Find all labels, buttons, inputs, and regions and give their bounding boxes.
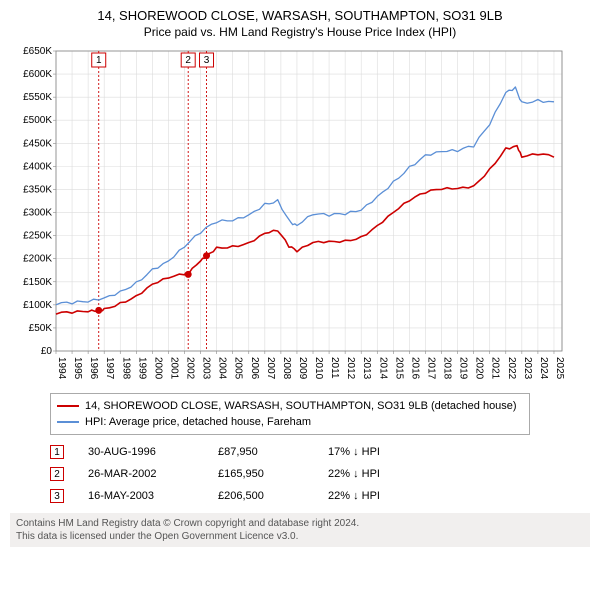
svg-text:1995: 1995 bbox=[72, 357, 83, 380]
svg-text:2020: 2020 bbox=[474, 357, 485, 380]
svg-text:2000: 2000 bbox=[152, 357, 163, 380]
transaction-row: 1 30-AUG-1996 £87,950 17% ↓ HPI bbox=[50, 441, 590, 463]
svg-text:2024: 2024 bbox=[538, 357, 549, 380]
svg-text:£300K: £300K bbox=[23, 208, 52, 219]
svg-text:1997: 1997 bbox=[104, 357, 115, 380]
svg-text:2017: 2017 bbox=[425, 357, 436, 380]
svg-text:2021: 2021 bbox=[490, 357, 501, 380]
footer-line: This data is licensed under the Open Gov… bbox=[16, 530, 584, 543]
svg-text:£350K: £350K bbox=[23, 184, 52, 195]
svg-text:2010: 2010 bbox=[313, 357, 324, 380]
svg-text:2014: 2014 bbox=[377, 357, 388, 380]
svg-text:2004: 2004 bbox=[217, 357, 228, 380]
transaction-price: £206,500 bbox=[218, 490, 328, 502]
line-chart-svg: £0 £50K £100K £150K £200K £250K £300K £350K £400… bbox=[10, 45, 570, 385]
svg-text:£400K: £400K bbox=[23, 161, 52, 172]
svg-text:£550K: £550K bbox=[23, 92, 52, 103]
transaction-marker: 3 bbox=[50, 489, 64, 503]
transaction-row: 2 26-MAR-2002 £165,950 22% ↓ HPI bbox=[50, 463, 590, 485]
legend-label: 14, SHOREWOOD CLOSE, WARSASH, SOUTHAMPTO… bbox=[85, 400, 517, 412]
transaction-list: 1 30-AUG-1996 £87,950 17% ↓ HPI 2 26-MAR… bbox=[50, 441, 590, 507]
svg-text:£200K: £200K bbox=[23, 254, 52, 265]
chart-title: 14, SHOREWOOD CLOSE, WARSASH, SOUTHAMPTO… bbox=[10, 8, 590, 23]
transaction-marker: 1 bbox=[50, 445, 64, 459]
legend: 14, SHOREWOOD CLOSE, WARSASH, SOUTHAMPTO… bbox=[50, 393, 530, 435]
transaction-hpi-delta: 17% ↓ HPI bbox=[328, 446, 428, 458]
transaction-price: £165,950 bbox=[218, 468, 328, 480]
svg-text:2001: 2001 bbox=[168, 357, 179, 380]
svg-text:2013: 2013 bbox=[361, 357, 372, 380]
svg-text:2002: 2002 bbox=[185, 357, 196, 380]
svg-text:2025: 2025 bbox=[554, 357, 565, 380]
svg-text:2015: 2015 bbox=[393, 357, 404, 380]
svg-text:£150K: £150K bbox=[23, 277, 52, 288]
svg-text:2016: 2016 bbox=[409, 357, 420, 380]
svg-text:£50K: £50K bbox=[29, 323, 53, 334]
svg-text:2009: 2009 bbox=[297, 357, 308, 380]
legend-swatch bbox=[57, 421, 79, 423]
svg-text:2008: 2008 bbox=[281, 357, 292, 380]
svg-text:3: 3 bbox=[204, 55, 210, 66]
title-block: 14, SHOREWOOD CLOSE, WARSASH, SOUTHAMPTO… bbox=[10, 8, 590, 39]
transaction-date: 26-MAR-2002 bbox=[88, 468, 218, 480]
svg-text:2006: 2006 bbox=[249, 357, 260, 380]
transaction-hpi-delta: 22% ↓ HPI bbox=[328, 490, 428, 502]
legend-label: HPI: Average price, detached house, Fare… bbox=[85, 416, 311, 428]
svg-text:1996: 1996 bbox=[88, 357, 99, 380]
legend-swatch bbox=[57, 405, 79, 407]
svg-text:2: 2 bbox=[185, 55, 191, 66]
svg-text:2005: 2005 bbox=[233, 357, 244, 380]
svg-text:1994: 1994 bbox=[56, 357, 67, 380]
svg-text:2018: 2018 bbox=[442, 357, 453, 380]
svg-text:1998: 1998 bbox=[120, 357, 131, 380]
footer-attribution: Contains HM Land Registry data © Crown c… bbox=[10, 513, 590, 547]
svg-text:£450K: £450K bbox=[23, 138, 52, 149]
transaction-marker: 2 bbox=[50, 467, 64, 481]
svg-text:£100K: £100K bbox=[23, 300, 52, 311]
svg-text:£250K: £250K bbox=[23, 231, 52, 242]
svg-text:2023: 2023 bbox=[522, 357, 533, 380]
legend-item: 14, SHOREWOOD CLOSE, WARSASH, SOUTHAMPTO… bbox=[57, 398, 523, 414]
svg-text:2019: 2019 bbox=[458, 357, 469, 380]
svg-text:2003: 2003 bbox=[201, 357, 212, 380]
svg-text:2012: 2012 bbox=[345, 357, 356, 380]
svg-text:2011: 2011 bbox=[329, 357, 340, 379]
transaction-date: 30-AUG-1996 bbox=[88, 446, 218, 458]
transaction-row: 3 16-MAY-2003 £206,500 22% ↓ HPI bbox=[50, 485, 590, 507]
svg-text:£600K: £600K bbox=[23, 69, 52, 80]
footer-line: Contains HM Land Registry data © Crown c… bbox=[16, 517, 584, 530]
svg-text:2007: 2007 bbox=[265, 357, 276, 380]
svg-text:£500K: £500K bbox=[23, 115, 52, 126]
svg-text:£650K: £650K bbox=[23, 46, 52, 57]
legend-item: HPI: Average price, detached house, Fare… bbox=[57, 414, 523, 430]
chart-container: 14, SHOREWOOD CLOSE, WARSASH, SOUTHAMPTO… bbox=[0, 0, 600, 553]
svg-text:1999: 1999 bbox=[136, 357, 147, 380]
transaction-date: 16-MAY-2003 bbox=[88, 490, 218, 502]
svg-text:£0: £0 bbox=[41, 346, 53, 357]
svg-text:2022: 2022 bbox=[506, 357, 517, 380]
transaction-hpi-delta: 22% ↓ HPI bbox=[328, 468, 428, 480]
svg-text:1: 1 bbox=[96, 55, 102, 66]
transaction-price: £87,950 bbox=[218, 446, 328, 458]
chart-subtitle: Price paid vs. HM Land Registry's House … bbox=[10, 25, 590, 39]
chart-area: £0 £50K £100K £150K £200K £250K £300K £350K £400… bbox=[10, 45, 590, 385]
